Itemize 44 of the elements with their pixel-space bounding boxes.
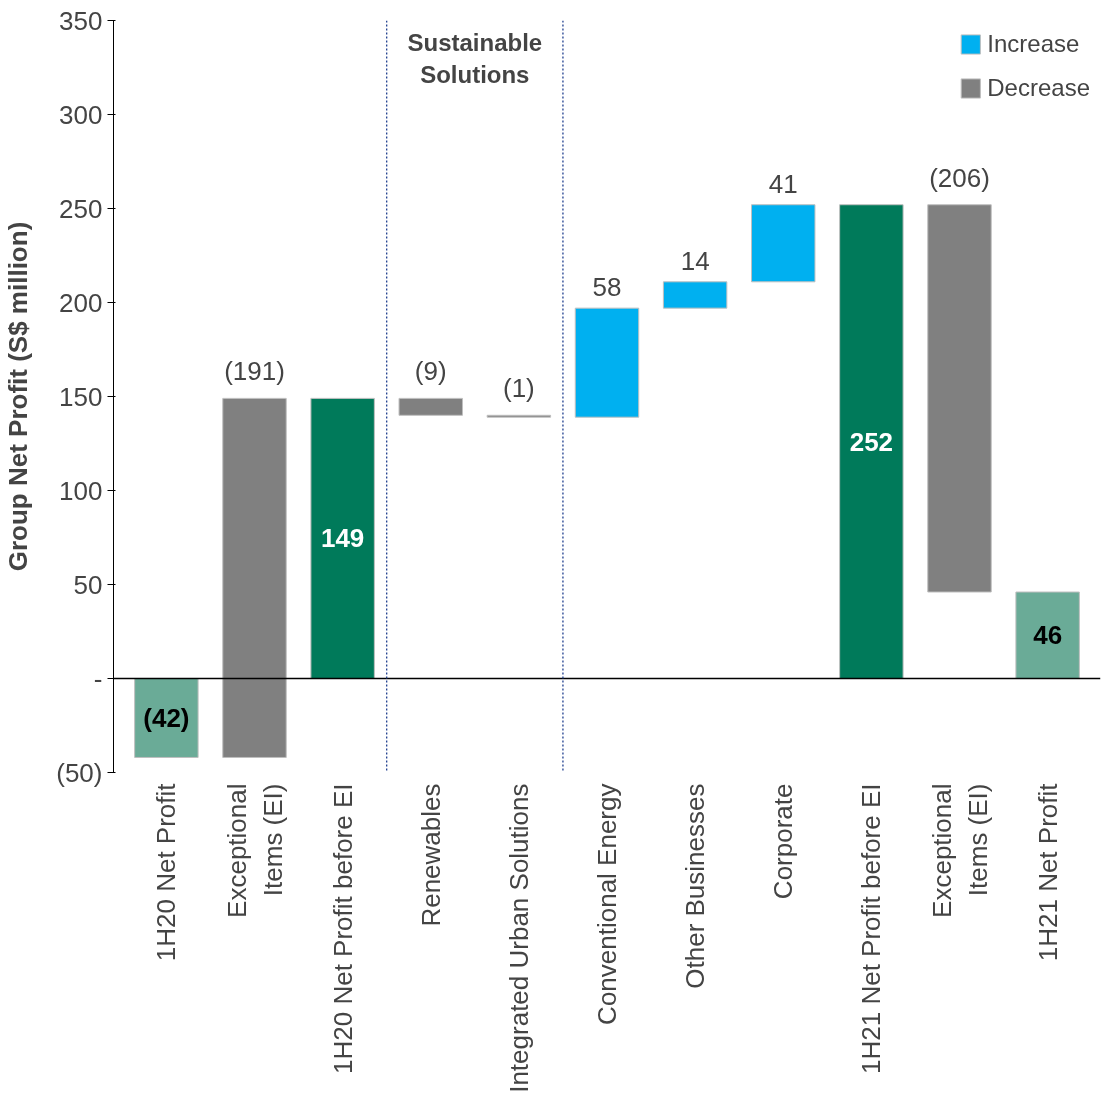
y-tick-label: 150 [59,381,103,412]
text: 149 [320,523,365,554]
x-tick-label: Corporate [768,783,799,900]
y-tick-label: 200 [59,287,103,318]
text: (191) [224,356,285,387]
text: 46 [1033,620,1063,651]
annotation: Sustainable Solutions [407,28,543,88]
y-tick-label: 250 [59,193,103,224]
bar [398,397,463,416]
text: 58 [592,272,622,303]
x-tick-label: 1H20 Net Profit before EI [327,783,358,1074]
x-tick-label: Other Businesses [680,783,711,989]
y-tick-label: 50 [73,569,103,600]
bar [222,397,287,758]
x-tick-label: Exceptional Items (EI) [221,783,288,918]
x-tick-label: Integrated Urban Solutions [503,783,534,1093]
x-tick-label: Exceptional Items (EI) [926,783,993,918]
x-tick-label: 1H20 Net Profit [151,782,182,962]
text: 41 [768,168,798,199]
y-tick-label: (50) [56,757,103,788]
bar [927,204,992,593]
text: (9) [414,356,447,387]
text: 14 [680,245,710,276]
text: (206) [929,162,990,193]
y-axis-title: Group Net Profit (S$ million) [3,221,34,572]
x-tick-label: 1H21 Net Profit before EI [856,783,887,1074]
bar [1015,591,1080,679]
x-tick-label: 1H21 Net Profit [1032,782,1063,962]
text: 252 [849,426,894,457]
x-tick-label: Renewables [415,783,446,927]
text: (1) [502,373,535,404]
bar [662,281,728,309]
bar [751,204,816,283]
y-tick-label: - [93,663,103,694]
legend-label: Increase [987,30,1080,58]
bar [839,204,904,679]
text: (42) [143,702,190,733]
bar [574,307,640,418]
x-tick-label: Conventional Energy [592,783,622,1025]
y-tick-label: 100 [59,475,103,506]
y-tick-label: 350 [59,5,103,36]
legend-label: Decrease [987,74,1090,102]
y-tick-label: 300 [59,99,103,130]
bar [310,397,375,679]
